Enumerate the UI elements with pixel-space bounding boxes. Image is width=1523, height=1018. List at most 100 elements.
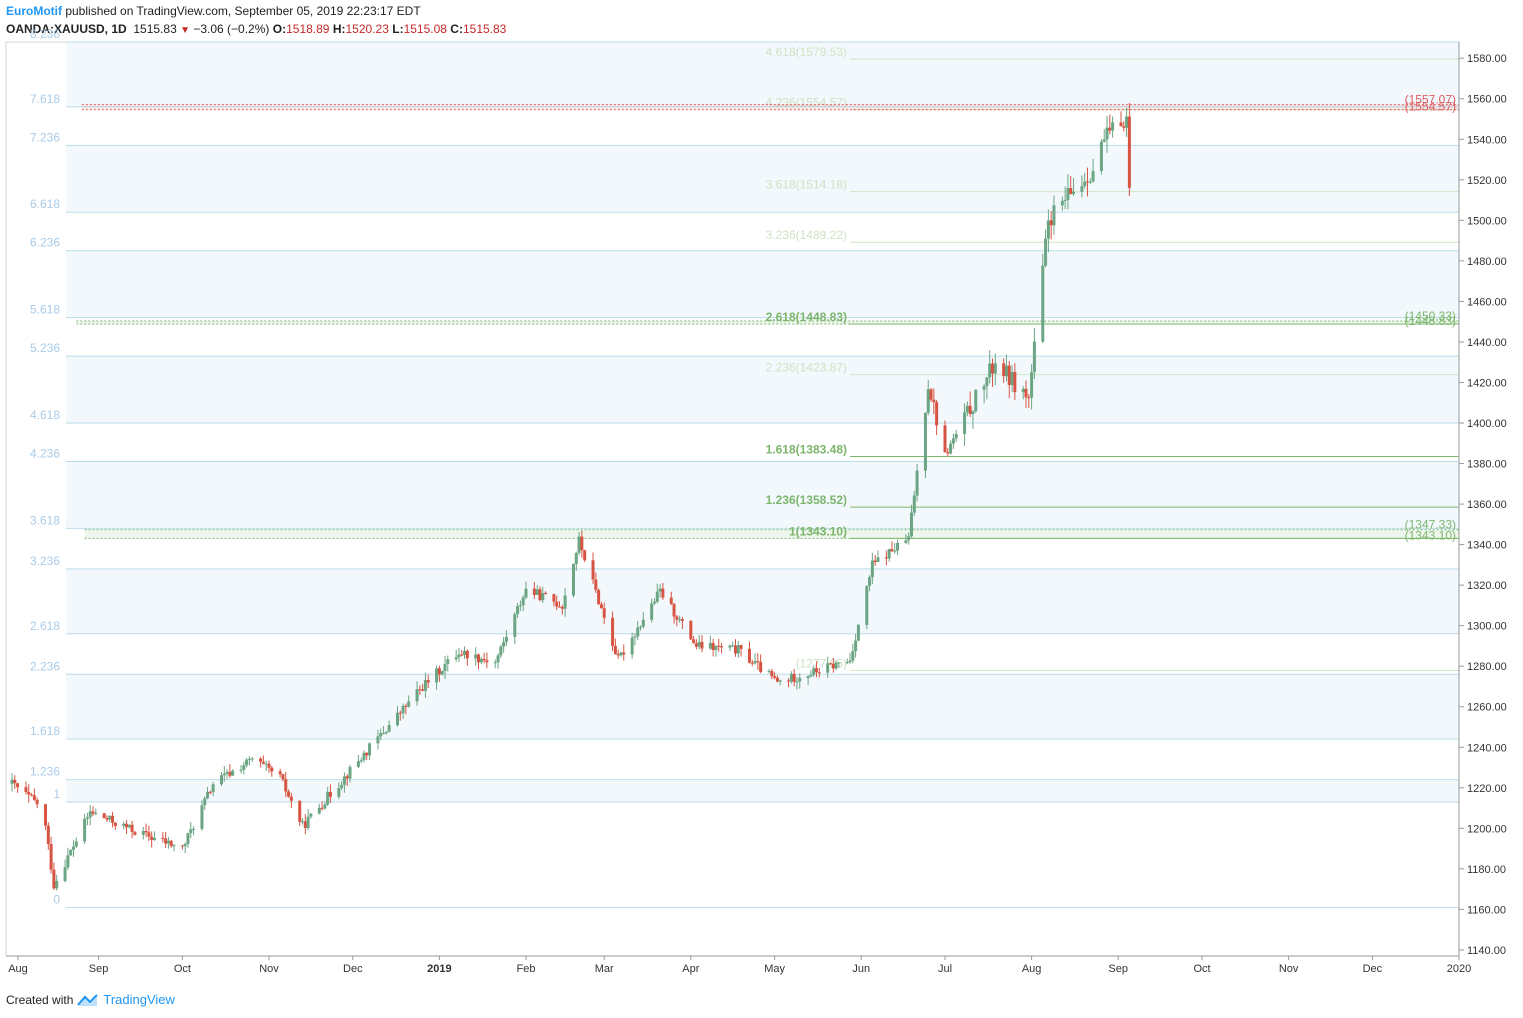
price-tick-label: 1480.00 [1467,256,1507,268]
author-link[interactable]: EuroMotif [6,4,62,18]
low-label: L: [392,22,404,36]
candle-body [728,645,732,648]
candle-body [16,783,20,788]
price-tick-label: 1400.00 [1467,418,1507,430]
candle-body [538,589,542,601]
candle-body [261,761,265,764]
price-tick-label: 1140.00 [1467,945,1506,957]
candle-body [1013,372,1017,393]
candle-body [1083,181,1087,187]
candle-body [418,689,422,691]
candle-body [30,794,34,796]
candle-body [806,676,810,679]
price-tick-label: 1380.00 [1467,459,1507,471]
candle-body [169,840,173,847]
candle-body [44,804,48,826]
candle-body [415,689,419,702]
fib-level-label: 1.236 [30,765,60,779]
candle-body [652,601,656,604]
candle-body [731,645,735,647]
candle-body [1099,141,1103,172]
time-tick-label: Aug [1022,963,1042,975]
candle-body [281,774,285,780]
candle-body [1085,181,1089,183]
open-value: 1518.89 [286,22,330,36]
fib-ext-label: 3.236(1489.22) [766,228,847,242]
symbol-bar: OANDA:XAUUSD, 1D 1515.83 ▼ −3.06 (−0.2%)… [6,22,506,36]
candle-body [809,674,813,677]
candle-body [516,605,520,615]
time-tick-label: Jun [852,963,870,975]
candle-body [697,641,701,647]
candle-body [518,605,522,607]
time-tick-label: Nov [1279,963,1299,975]
candle-body [250,758,254,760]
candle-body [990,363,994,374]
fib-level-label: 7.618 [30,92,60,106]
candle-body [1088,181,1092,183]
candle-body [125,823,129,828]
candle-body [775,677,779,682]
candle-body [395,712,399,726]
candle-body [675,616,679,620]
candle-body [342,776,346,785]
time-tick-label: Aug [8,963,28,975]
candle-body [982,386,986,390]
candle-body [708,642,712,649]
candle-body [206,791,210,799]
candle-body [141,831,145,835]
candle-body [655,591,659,602]
tradingview-brand[interactable]: TradingView [103,992,175,1007]
candle-body [1111,122,1115,131]
price-tick-label: 1220.00 [1467,783,1507,795]
candle-body [356,761,360,767]
candle-body [1052,205,1056,226]
candle-body [1072,191,1076,194]
candle-body [661,588,665,598]
candle-body [630,637,634,655]
candle-body [650,603,654,620]
time-tick-label: Jul [938,963,952,975]
candle-body [887,549,891,559]
candle-body [323,804,327,809]
candle-body [923,412,927,471]
zone-fill [84,529,1459,539]
candle-body [636,627,640,637]
candle-body [1060,200,1064,206]
candle-body [795,681,799,683]
candle-body [658,588,662,592]
candle-body [85,817,89,819]
candle-body [1119,122,1123,127]
candle-body [55,881,59,889]
candle-body [856,624,860,641]
candle-body [1044,238,1048,266]
candle-body [102,813,106,819]
footer: Created with TradingView [6,992,175,1007]
candle-body [1021,388,1025,393]
price-tick-label: 1500.00 [1467,215,1507,227]
candle-body [524,588,528,598]
candle-body [949,443,953,454]
candle-body [368,743,372,756]
created-with-text: Created with [6,992,74,1007]
time-tick-label: Mar [595,963,614,975]
candle-body [242,765,246,770]
candle-body [1010,372,1014,386]
candle-body [1030,372,1034,398]
candle-body [186,833,190,845]
time-tick-label: May [764,963,785,975]
candle-body [348,766,352,779]
price-tick-label: 1260.00 [1467,702,1507,714]
candle-body [563,595,567,609]
candle-body [946,452,950,454]
candle-body [482,658,486,661]
candle-body [868,577,872,586]
time-tick-label: Apr [682,963,699,975]
candle-body [597,589,601,605]
candle-body [1027,397,1031,399]
close-value: 1515.83 [462,22,507,36]
candle-body [954,433,958,439]
candle-body [220,775,224,785]
candle-body [633,636,637,638]
